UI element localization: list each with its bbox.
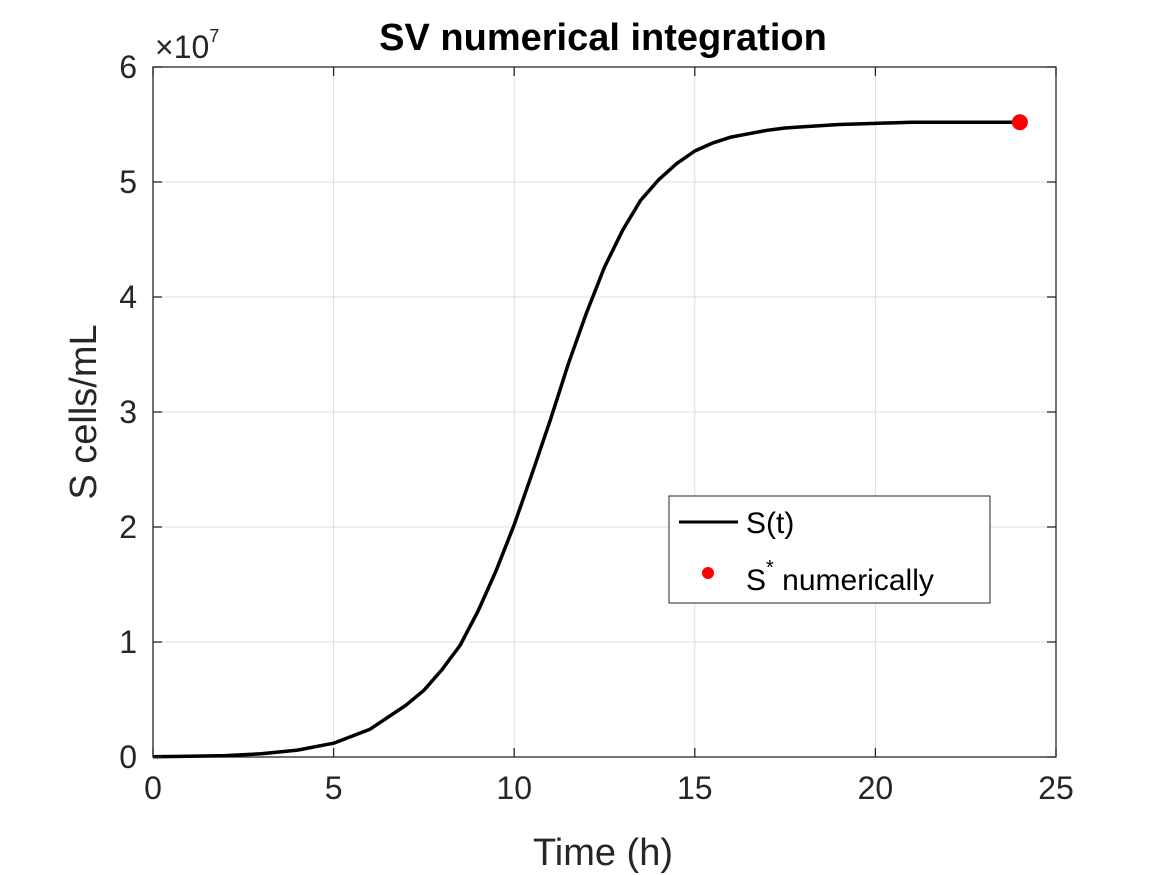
series-line-s-t	[152, 120, 1020, 759]
y-tick-label: 6	[119, 49, 137, 85]
x-tick-label: 25	[1038, 770, 1074, 806]
legend-entry-s-t: S(t)	[746, 507, 794, 540]
y-axis-label: S cells/mL	[63, 324, 105, 499]
x-tick-label: 10	[496, 770, 532, 806]
y-exponent-label: ×107	[155, 26, 219, 65]
legend: S(t) S* numerically	[668, 495, 991, 604]
ticks: 0 5 10 15 20 25 0 1 2 3 4 5 6	[119, 49, 1074, 806]
series-layer	[152, 114, 1028, 759]
x-tick-label: 5	[325, 770, 343, 806]
x-tick-label: 20	[858, 770, 894, 806]
y-exponent-power: 7	[209, 26, 219, 46]
chart-title: SV numerical integration	[379, 17, 827, 59]
legend-entry-s-star-sup: *	[766, 557, 774, 579]
legend-entry-s-star-base: S	[746, 564, 766, 597]
legend-box	[668, 495, 991, 604]
y-tick-label: 3	[119, 394, 137, 430]
y-tick-label: 4	[119, 279, 137, 315]
y-tick-label: 5	[119, 164, 137, 200]
x-tick-label: 15	[677, 770, 713, 806]
y-tick-label: 0	[119, 739, 137, 775]
x-tick-label: 0	[144, 770, 162, 806]
y-exponent-base: ×10	[155, 29, 209, 65]
legend-entry-s-star: S* numerically	[746, 557, 934, 597]
grid	[152, 66, 1057, 758]
legend-dot-swatch	[702, 567, 714, 579]
svg-text:×107: ×107	[155, 26, 219, 65]
y-tick-label: 1	[119, 624, 137, 660]
y-tick-label: 2	[119, 509, 137, 545]
legend-entry-s-star-rest: numerically	[774, 564, 934, 597]
equilibrium-point	[1011, 114, 1028, 131]
x-axis-label: Time (h)	[533, 832, 673, 874]
